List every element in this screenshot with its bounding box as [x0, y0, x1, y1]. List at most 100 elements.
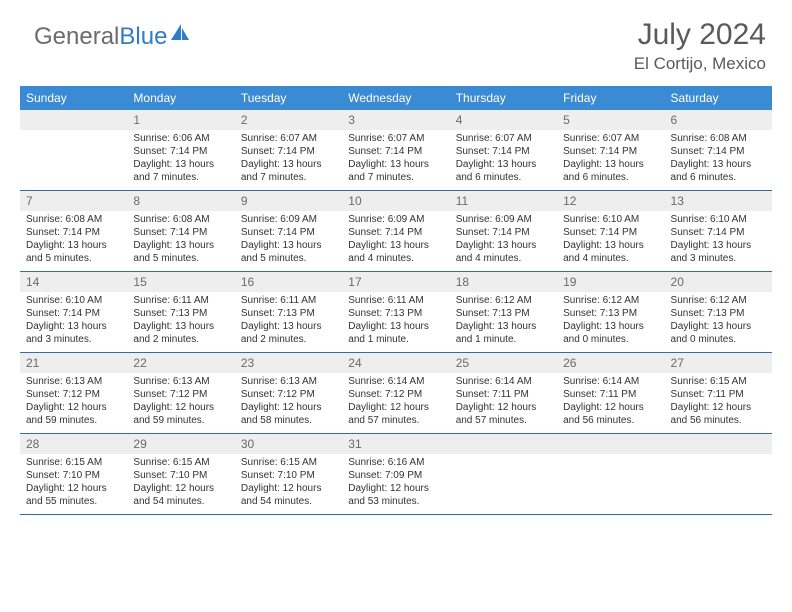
calendar-day-cell: 16Sunrise: 6:11 AMSunset: 7:13 PMDayligh… — [235, 272, 342, 353]
daylight-text-1: Daylight: 12 hours — [348, 482, 443, 495]
calendar-day-cell: 18Sunrise: 6:12 AMSunset: 7:13 PMDayligh… — [450, 272, 557, 353]
sunrise-text: Sunrise: 6:14 AM — [563, 375, 658, 388]
calendar-day-cell: 4Sunrise: 6:07 AMSunset: 7:14 PMDaylight… — [450, 110, 557, 191]
day-number: 29 — [127, 434, 234, 454]
calendar-day-cell — [665, 434, 772, 515]
header: GeneralBlue July 2024 El Cortijo, Mexico — [20, 18, 772, 74]
sunset-text: Sunset: 7:14 PM — [348, 226, 443, 239]
daylight-text-1: Daylight: 13 hours — [456, 239, 551, 252]
daylight-text-1: Daylight: 13 hours — [563, 320, 658, 333]
sunset-text: Sunset: 7:11 PM — [563, 388, 658, 401]
sunset-text: Sunset: 7:14 PM — [671, 226, 766, 239]
day-number: 25 — [450, 353, 557, 373]
calendar-week-row: 7Sunrise: 6:08 AMSunset: 7:14 PMDaylight… — [20, 191, 772, 272]
calendar-day-cell: 13Sunrise: 6:10 AMSunset: 7:14 PMDayligh… — [665, 191, 772, 272]
day-details: Sunrise: 6:15 AMSunset: 7:11 PMDaylight:… — [665, 373, 772, 433]
day-number: 24 — [342, 353, 449, 373]
calendar-week-row: 14Sunrise: 6:10 AMSunset: 7:14 PMDayligh… — [20, 272, 772, 353]
daylight-text-1: Daylight: 13 hours — [26, 239, 121, 252]
sunset-text: Sunset: 7:14 PM — [26, 307, 121, 320]
sunrise-text: Sunrise: 6:11 AM — [241, 294, 336, 307]
sunrise-text: Sunrise: 6:06 AM — [133, 132, 228, 145]
day-number — [557, 434, 664, 454]
sunrise-text: Sunrise: 6:07 AM — [456, 132, 551, 145]
day-details: Sunrise: 6:14 AMSunset: 7:12 PMDaylight:… — [342, 373, 449, 433]
calendar-day-cell: 27Sunrise: 6:15 AMSunset: 7:11 PMDayligh… — [665, 353, 772, 434]
day-number: 5 — [557, 110, 664, 130]
day-number: 27 — [665, 353, 772, 373]
calendar-day-cell: 5Sunrise: 6:07 AMSunset: 7:14 PMDaylight… — [557, 110, 664, 191]
sunrise-text: Sunrise: 6:16 AM — [348, 456, 443, 469]
day-number: 2 — [235, 110, 342, 130]
daylight-text-1: Daylight: 13 hours — [563, 158, 658, 171]
daylight-text-1: Daylight: 13 hours — [241, 239, 336, 252]
sunrise-text: Sunrise: 6:09 AM — [348, 213, 443, 226]
calendar-day-cell: 10Sunrise: 6:09 AMSunset: 7:14 PMDayligh… — [342, 191, 449, 272]
daylight-text-2: and 6 minutes. — [456, 171, 551, 184]
sunset-text: Sunset: 7:14 PM — [241, 145, 336, 158]
day-details: Sunrise: 6:08 AMSunset: 7:14 PMDaylight:… — [665, 130, 772, 190]
day-details: Sunrise: 6:07 AMSunset: 7:14 PMDaylight:… — [235, 130, 342, 190]
calendar-day-cell: 1Sunrise: 6:06 AMSunset: 7:14 PMDaylight… — [127, 110, 234, 191]
day-details — [665, 454, 772, 510]
logo: GeneralBlue — [20, 18, 191, 51]
day-details: Sunrise: 6:08 AMSunset: 7:14 PMDaylight:… — [20, 211, 127, 271]
sunrise-text: Sunrise: 6:12 AM — [456, 294, 551, 307]
day-details: Sunrise: 6:11 AMSunset: 7:13 PMDaylight:… — [342, 292, 449, 352]
day-number: 9 — [235, 191, 342, 211]
day-details: Sunrise: 6:12 AMSunset: 7:13 PMDaylight:… — [665, 292, 772, 352]
daylight-text-2: and 5 minutes. — [241, 252, 336, 265]
day-details: Sunrise: 6:13 AMSunset: 7:12 PMDaylight:… — [127, 373, 234, 433]
daylight-text-2: and 1 minute. — [456, 333, 551, 346]
sunrise-text: Sunrise: 6:10 AM — [26, 294, 121, 307]
daylight-text-1: Daylight: 13 hours — [26, 320, 121, 333]
calendar-day-cell: 14Sunrise: 6:10 AMSunset: 7:14 PMDayligh… — [20, 272, 127, 353]
day-details — [20, 130, 127, 186]
sunrise-text: Sunrise: 6:10 AM — [671, 213, 766, 226]
day-number: 16 — [235, 272, 342, 292]
day-number: 20 — [665, 272, 772, 292]
calendar-day-cell: 23Sunrise: 6:13 AMSunset: 7:12 PMDayligh… — [235, 353, 342, 434]
day-details: Sunrise: 6:07 AMSunset: 7:14 PMDaylight:… — [557, 130, 664, 190]
month-title: July 2024 — [634, 18, 766, 52]
day-number: 18 — [450, 272, 557, 292]
calendar-day-cell: 2Sunrise: 6:07 AMSunset: 7:14 PMDaylight… — [235, 110, 342, 191]
day-details: Sunrise: 6:06 AMSunset: 7:14 PMDaylight:… — [127, 130, 234, 190]
day-number — [665, 434, 772, 454]
day-details: Sunrise: 6:09 AMSunset: 7:14 PMDaylight:… — [235, 211, 342, 271]
daylight-text-2: and 0 minutes. — [563, 333, 658, 346]
logo-text-blue: Blue — [119, 23, 167, 51]
sunset-text: Sunset: 7:13 PM — [241, 307, 336, 320]
sunrise-text: Sunrise: 6:12 AM — [671, 294, 766, 307]
sunset-text: Sunset: 7:14 PM — [456, 145, 551, 158]
day-details: Sunrise: 6:12 AMSunset: 7:13 PMDaylight:… — [450, 292, 557, 352]
day-details: Sunrise: 6:10 AMSunset: 7:14 PMDaylight:… — [665, 211, 772, 271]
day-number: 22 — [127, 353, 234, 373]
sunset-text: Sunset: 7:10 PM — [26, 469, 121, 482]
calendar-day-cell — [557, 434, 664, 515]
sunrise-text: Sunrise: 6:07 AM — [241, 132, 336, 145]
day-number: 15 — [127, 272, 234, 292]
daylight-text-2: and 7 minutes. — [133, 171, 228, 184]
calendar-day-cell: 12Sunrise: 6:10 AMSunset: 7:14 PMDayligh… — [557, 191, 664, 272]
day-details: Sunrise: 6:16 AMSunset: 7:09 PMDaylight:… — [342, 454, 449, 514]
calendar-day-cell: 19Sunrise: 6:12 AMSunset: 7:13 PMDayligh… — [557, 272, 664, 353]
calendar-day-cell: 29Sunrise: 6:15 AMSunset: 7:10 PMDayligh… — [127, 434, 234, 515]
daylight-text-2: and 57 minutes. — [348, 414, 443, 427]
daylight-text-1: Daylight: 13 hours — [563, 239, 658, 252]
daylight-text-1: Daylight: 12 hours — [671, 401, 766, 414]
day-number: 13 — [665, 191, 772, 211]
day-number: 17 — [342, 272, 449, 292]
day-number: 7 — [20, 191, 127, 211]
day-number: 11 — [450, 191, 557, 211]
daylight-text-2: and 3 minutes. — [671, 252, 766, 265]
calendar-day-cell: 20Sunrise: 6:12 AMSunset: 7:13 PMDayligh… — [665, 272, 772, 353]
sunrise-text: Sunrise: 6:08 AM — [133, 213, 228, 226]
calendar-table: Sunday Monday Tuesday Wednesday Thursday… — [20, 86, 772, 515]
day-details: Sunrise: 6:14 AMSunset: 7:11 PMDaylight:… — [557, 373, 664, 433]
daylight-text-2: and 54 minutes. — [241, 495, 336, 508]
day-details: Sunrise: 6:13 AMSunset: 7:12 PMDaylight:… — [235, 373, 342, 433]
day-details: Sunrise: 6:14 AMSunset: 7:11 PMDaylight:… — [450, 373, 557, 433]
sunrise-text: Sunrise: 6:11 AM — [348, 294, 443, 307]
calendar-day-cell: 28Sunrise: 6:15 AMSunset: 7:10 PMDayligh… — [20, 434, 127, 515]
